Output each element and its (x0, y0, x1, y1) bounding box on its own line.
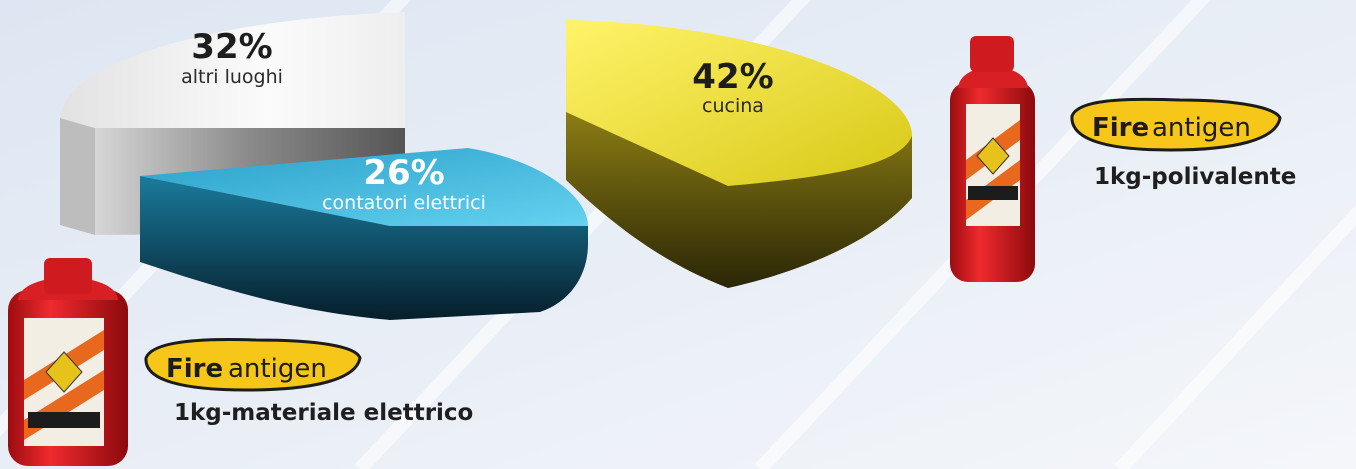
svg-text:Fire: Fire (1092, 113, 1149, 143)
extinguisher-can-image (950, 36, 1035, 282)
slice-cucina: 42% cucina (566, 20, 912, 288)
slice-contatori-elettrici-side (140, 176, 588, 320)
slice-altri-luoghi-label: altri luoghi (181, 66, 283, 88)
product-materiale-elettrico: Fire antigen 1kg-materiale elettrico (8, 258, 473, 466)
slice-cucina-top (566, 20, 912, 186)
slice-contatori-elettrici-top (140, 148, 588, 226)
product-materiale-elettrico-caption: 1kg-materiale elettrico (174, 400, 473, 426)
slice-cucina-percent: 42% (692, 57, 773, 97)
slice-cucina-label: cucina (702, 95, 764, 117)
product-polivalente-caption: 1kg-polivalente (1094, 164, 1296, 190)
brand-logo-fireantigen: Fire antigen (1070, 97, 1282, 152)
svg-text:antigen: antigen (228, 354, 327, 384)
slice-altri-luoghi-side (60, 118, 95, 235)
svg-text:Fire: Fire (166, 354, 223, 384)
slice-contatori-elettrici: 26% contatori elettrici (140, 148, 588, 320)
product-polivalente: Fire antigen 1kg-polivalente (950, 36, 1296, 282)
extinguisher-can-image-2 (8, 258, 128, 466)
slice-altri-luoghi-top (60, 12, 405, 128)
slice-contatori-elettrici-label: contatori elettrici (322, 192, 486, 214)
brand-logo-fireantigen-2: Fire antigen (144, 338, 362, 392)
slice-contatori-elettrici-percent: 26% (363, 153, 444, 193)
svg-text:antigen: antigen (1152, 113, 1251, 143)
slice-altri-luoghi-percent: 32% (191, 27, 272, 67)
